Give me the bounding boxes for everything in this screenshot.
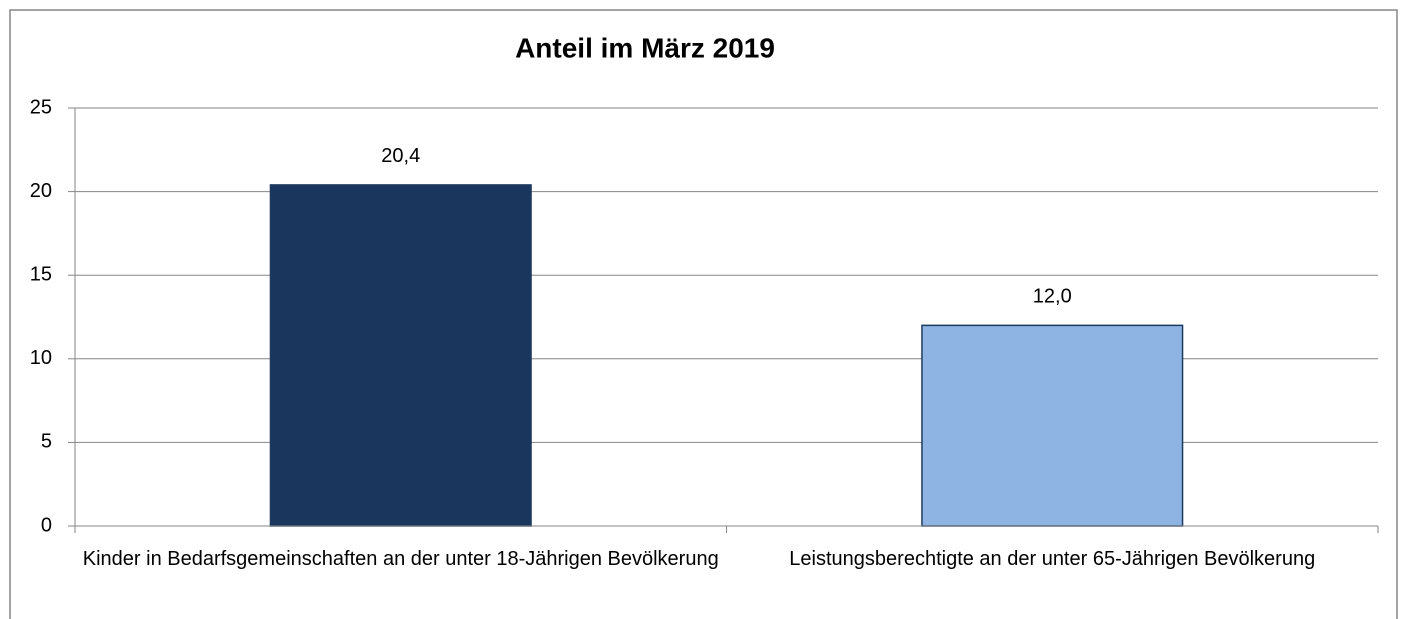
chart-border	[9, 9, 1398, 619]
data-label: 12,0	[1033, 286, 1072, 308]
y-tick-label: 25	[30, 96, 52, 118]
bar	[921, 324, 1184, 527]
y-tick-label: 0	[41, 514, 52, 536]
chart-title: Anteil im März 2019	[515, 32, 775, 63]
y-tick-label: 20	[30, 180, 52, 202]
bar	[269, 184, 532, 527]
x-tick-label: Kinder in Bedarfsgemeinschaften an der u…	[82, 548, 719, 570]
y-tick-label: 15	[30, 263, 52, 285]
y-tick-label: 10	[30, 347, 52, 369]
y-tick-label: 5	[41, 431, 52, 453]
x-tick-label: Leistungsberechtigte an der unter 65-Jäh…	[789, 548, 1316, 570]
data-label: 20,4	[381, 145, 420, 167]
